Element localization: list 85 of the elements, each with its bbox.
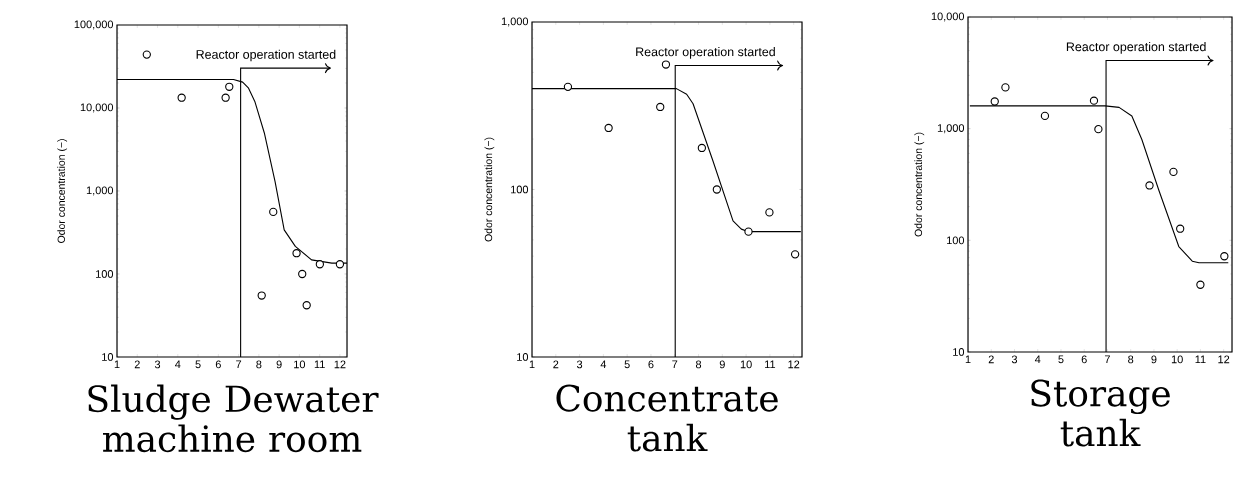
point bbox=[269, 207, 278, 217]
x-tick-label: 3 bbox=[1011, 355, 1018, 364]
point bbox=[744, 227, 753, 236]
x-tick-label: 10 bbox=[1171, 355, 1183, 364]
x-tick-label: 7 bbox=[1104, 355, 1110, 364]
x-tick-label: 11 bbox=[1195, 355, 1206, 364]
point bbox=[1220, 252, 1229, 261]
point bbox=[661, 60, 671, 69]
x-tick-label: 9 bbox=[1151, 355, 1157, 364]
x-tick-label: 12 bbox=[1218, 355, 1230, 364]
point bbox=[656, 102, 665, 112]
y-tick-label: 10,000 bbox=[80, 103, 114, 113]
x-tick-label: 12 bbox=[788, 360, 800, 369]
y-tick-label: 1,000 bbox=[86, 186, 114, 196]
point bbox=[604, 123, 613, 133]
point bbox=[335, 260, 345, 269]
x-tick-label: 5 bbox=[195, 360, 201, 369]
point bbox=[790, 250, 800, 259]
x-tick-label: 11 bbox=[314, 360, 325, 369]
point bbox=[225, 82, 234, 91]
y-axis-title: Odor concentration (−) bbox=[57, 139, 68, 243]
x-tick-label: 3 bbox=[154, 360, 161, 369]
point bbox=[563, 82, 573, 91]
x-tick-label: 10 bbox=[294, 360, 306, 369]
x-tick-label: 8 bbox=[695, 360, 702, 369]
text: Storage tank bbox=[1031, 379, 1170, 447]
x-tick-label: 6 bbox=[648, 360, 654, 369]
y-axis-title: Odor concentration (−) bbox=[484, 137, 495, 242]
y-tick-label: 1,000 bbox=[501, 17, 529, 27]
x-tick-label: 2 bbox=[553, 360, 559, 369]
point bbox=[177, 93, 186, 102]
point bbox=[1196, 280, 1205, 289]
x-tick-label: 6 bbox=[1081, 355, 1087, 364]
point bbox=[712, 185, 721, 194]
x-tick-label: 4 bbox=[1034, 355, 1041, 364]
y-tick-label: 100 bbox=[511, 185, 529, 194]
x-tick-label: 1 bbox=[965, 355, 971, 364]
point bbox=[697, 143, 707, 153]
y-axis-title: Odor concentration (−) bbox=[914, 132, 925, 237]
point bbox=[765, 208, 774, 217]
x-tick-label: 5 bbox=[624, 360, 630, 369]
x-tick-label: 5 bbox=[1058, 355, 1064, 364]
x-tick-label: 2 bbox=[988, 355, 994, 364]
y-tick-label: 10,000 bbox=[931, 12, 965, 22]
x-tick-label: 12 bbox=[334, 360, 346, 369]
text: Concentrate tank bbox=[556, 384, 778, 452]
point bbox=[1169, 167, 1178, 177]
point bbox=[142, 50, 151, 59]
x-tick-label: 4 bbox=[600, 360, 607, 369]
x-tick-label: 1 bbox=[114, 360, 120, 369]
x-tick-label: 8 bbox=[1128, 355, 1134, 364]
y-tick-label: 10 bbox=[953, 348, 965, 356]
x-tick-label: 8 bbox=[256, 360, 262, 369]
y-tick-label: 1,000 bbox=[937, 124, 965, 134]
x-tick-label: 9 bbox=[719, 360, 725, 369]
point bbox=[315, 260, 325, 269]
point bbox=[1176, 224, 1185, 233]
x-tick-label: 3 bbox=[576, 360, 583, 369]
point bbox=[302, 301, 311, 310]
point bbox=[298, 269, 307, 279]
point bbox=[292, 249, 301, 258]
point bbox=[1094, 124, 1103, 134]
point bbox=[990, 97, 999, 106]
x-tick-label: 7 bbox=[672, 360, 678, 369]
x-tick-label: 6 bbox=[215, 360, 221, 369]
point bbox=[1145, 181, 1154, 190]
x-tick-label: 11 bbox=[765, 360, 776, 369]
point bbox=[1001, 83, 1010, 92]
point bbox=[221, 93, 230, 102]
y-tick-label: 100 bbox=[947, 236, 965, 245]
x-tick-label: 10 bbox=[740, 360, 752, 369]
point bbox=[1089, 96, 1099, 105]
x-tick-label: 2 bbox=[134, 360, 140, 369]
text: Sludge Dewater machine room bbox=[88, 384, 379, 453]
x-tick-label: 7 bbox=[236, 360, 242, 369]
ref-line-label: Reactor operation started bbox=[636, 47, 775, 59]
y-tick-label: 100 bbox=[96, 270, 114, 278]
x-tick-label: 4 bbox=[175, 360, 181, 369]
point bbox=[257, 291, 266, 300]
y-tick-label: 100,000 bbox=[74, 20, 114, 30]
ref-line-label: Reactor operation started bbox=[1066, 42, 1206, 54]
point bbox=[1040, 111, 1050, 121]
ref-line-label: Reactor operation started bbox=[196, 49, 336, 62]
x-tick-label: 1 bbox=[529, 360, 535, 369]
x-tick-label: 9 bbox=[276, 360, 282, 369]
